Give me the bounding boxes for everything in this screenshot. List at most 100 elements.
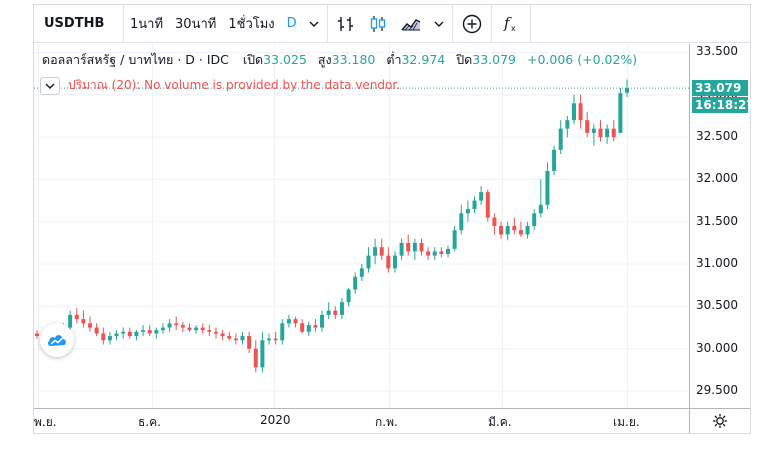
candle-body bbox=[134, 331, 139, 337]
interval-d[interactable]: D bbox=[286, 16, 297, 31]
toolbar-divider bbox=[490, 4, 492, 43]
low-label: ต่ำ bbox=[386, 52, 402, 67]
candle-body bbox=[207, 330, 212, 332]
price-tick-label: 30.500 bbox=[696, 298, 738, 313]
interval-dropdown-icon[interactable] bbox=[303, 5, 325, 43]
candle-body bbox=[585, 120, 590, 133]
interval-1m[interactable]: 1นาที bbox=[130, 17, 164, 32]
candle-body bbox=[320, 314, 325, 328]
candle-body bbox=[618, 93, 623, 133]
cloud-logo-icon bbox=[47, 335, 66, 346]
interval-30m[interactable]: 30นาที bbox=[175, 17, 217, 32]
candle-body bbox=[558, 128, 563, 150]
chevron-down-icon bbox=[45, 83, 55, 89]
chart-style-dropdown-icon[interactable] bbox=[428, 5, 450, 43]
candle-body bbox=[68, 314, 73, 328]
candle-body bbox=[121, 331, 126, 334]
time-axis[interactable]: พ.ย. ธ.ค. 2020 ก.พ. มี.ค. เม.ย. bbox=[34, 408, 689, 433]
candle-body bbox=[167, 323, 172, 328]
price-axis[interactable]: 33.50033.00032.50032.00031.50031.00030.5… bbox=[689, 44, 755, 408]
area-style-icon[interactable] bbox=[394, 5, 428, 43]
time-tick-label: พ.ย. bbox=[34, 415, 57, 429]
price-tick-label: 32.000 bbox=[696, 171, 738, 186]
candle-body bbox=[147, 330, 152, 334]
candle-body bbox=[220, 333, 225, 337]
legend-header: ดอลลาร์สหรัฐ / บาทไทย · D · IDC เปิด33.0… bbox=[42, 50, 637, 70]
symbol-search[interactable]: USDTHB bbox=[34, 4, 124, 43]
compare-add-icon[interactable] bbox=[455, 5, 489, 43]
candle-body bbox=[194, 327, 199, 331]
candle-body bbox=[505, 226, 510, 235]
candle-body bbox=[180, 325, 185, 328]
candle-body bbox=[114, 333, 119, 337]
candle-body bbox=[386, 255, 391, 269]
time-tick-label: ธ.ค. bbox=[138, 415, 161, 429]
toolbar-divider bbox=[529, 4, 531, 43]
candle-body bbox=[233, 338, 238, 341]
settings-corner[interactable] bbox=[689, 408, 750, 433]
candle-body bbox=[399, 242, 404, 256]
series-title: ดอลลาร์สหรัฐ / บาทไทย · D · IDC bbox=[42, 52, 229, 67]
candle-body bbox=[81, 319, 86, 324]
candle-body bbox=[280, 323, 285, 341]
candle-body bbox=[346, 289, 351, 303]
candles-style-icon[interactable] bbox=[362, 5, 394, 43]
candle-body bbox=[598, 128, 603, 138]
open-value: 33.025 bbox=[263, 52, 307, 67]
candle-body bbox=[373, 247, 378, 256]
candle-body bbox=[339, 302, 344, 315]
candle-body bbox=[326, 310, 331, 315]
candle-body bbox=[253, 348, 258, 368]
candle-body bbox=[333, 310, 338, 315]
collapse-legend-button[interactable] bbox=[40, 76, 60, 95]
price-tick-label: 31.000 bbox=[696, 256, 738, 271]
candle-body bbox=[518, 230, 523, 235]
time-tick-label: ก.พ. bbox=[375, 415, 398, 429]
time-tick-label: เม.ย. bbox=[613, 415, 640, 429]
candle-body bbox=[101, 333, 106, 341]
candle-body bbox=[406, 242, 411, 252]
candle-body bbox=[419, 242, 424, 252]
candle-body bbox=[74, 314, 79, 320]
candle-body bbox=[247, 336, 252, 349]
gear-icon bbox=[713, 414, 727, 428]
candle-body bbox=[379, 247, 384, 256]
high-value: 33.180 bbox=[331, 52, 376, 67]
candle-body bbox=[525, 226, 530, 235]
candle-body bbox=[492, 217, 497, 226]
candle-body bbox=[273, 338, 278, 341]
candle-body bbox=[565, 120, 570, 129]
candle-body bbox=[426, 251, 431, 256]
price-tick-label: 31.500 bbox=[696, 213, 738, 228]
price-tick-label: 29.500 bbox=[696, 383, 738, 398]
svg-text:x: x bbox=[511, 24, 516, 33]
candle-body bbox=[300, 323, 305, 332]
toolbar-divider bbox=[451, 4, 453, 43]
candle-body bbox=[439, 251, 444, 254]
candle-body bbox=[107, 336, 112, 341]
tradingview-logo[interactable] bbox=[40, 323, 74, 357]
price-plot[interactable] bbox=[34, 44, 689, 408]
volume-legend: ปริมาณ (20): No volume is provided by th… bbox=[40, 76, 400, 95]
toolbar-divider bbox=[326, 4, 328, 43]
low-value: 32.974 bbox=[401, 52, 446, 67]
candle-body bbox=[293, 319, 298, 324]
candle-body bbox=[485, 192, 490, 218]
bar-countdown-tag: 16:18:27 bbox=[692, 97, 755, 114]
bars-style-icon[interactable] bbox=[330, 5, 362, 43]
last-price-tag: 33.079 bbox=[692, 80, 748, 97]
candle-body bbox=[127, 331, 132, 337]
candle-body bbox=[571, 103, 576, 121]
time-tick-label: 2020 bbox=[260, 413, 291, 427]
close-label: ปิด bbox=[456, 52, 473, 67]
candle-body bbox=[552, 149, 557, 171]
candle-body bbox=[141, 330, 146, 332]
interval-1h[interactable]: 1ชั่วโมง bbox=[228, 17, 275, 32]
price-tick-label: 30.000 bbox=[696, 340, 738, 355]
candle-body bbox=[578, 103, 583, 121]
candle-body bbox=[313, 325, 318, 328]
candle-body bbox=[353, 276, 358, 290]
